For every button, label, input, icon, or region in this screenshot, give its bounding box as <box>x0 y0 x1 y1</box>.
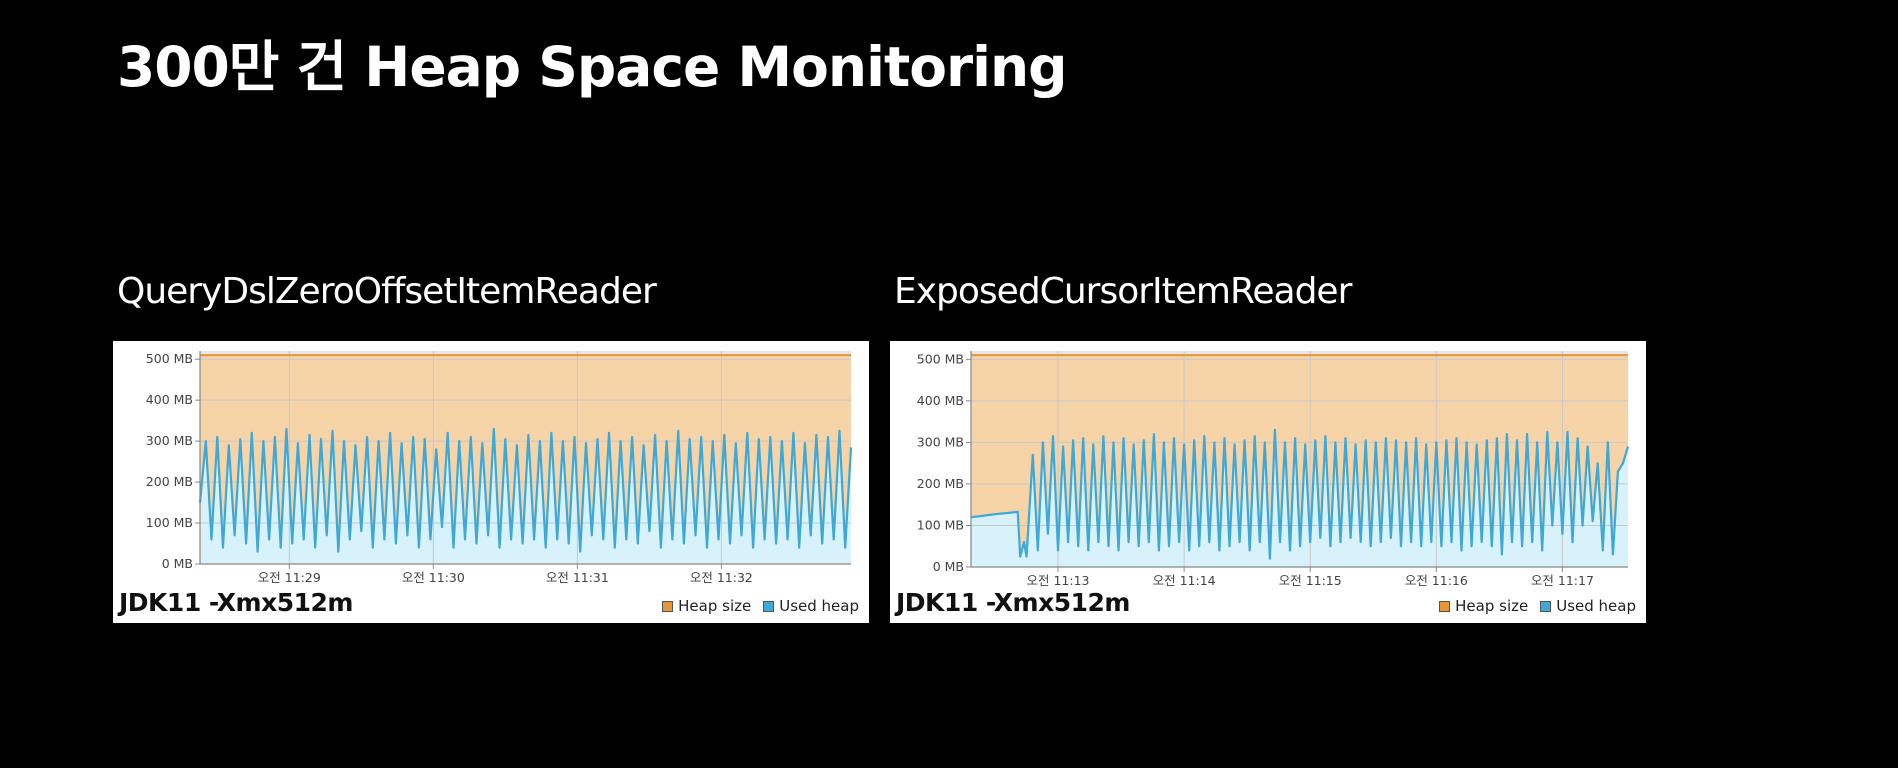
heap-chart-exposed-cursor: 0 MB 100 MB 200 MB 300 MB 400 MB 500 MB 오전 11:… <box>917 351 1630 588</box>
y-tick-label: 100 MB <box>917 517 964 532</box>
used-heap-swatch-icon <box>763 600 775 612</box>
y-tick-label: 200 MB <box>917 476 964 491</box>
heap-chart-querydsl: 0 MB 100 MB 200 MB 300 MB 400 MB 500 MB 오전 11:… <box>146 351 853 585</box>
chart-panel-exposed-cursor: 0 MB 100 MB 200 MB 300 MB 400 MB 500 MB 오전 11:… <box>890 341 1646 623</box>
legend-label-used-heap: Used heap <box>779 597 859 615</box>
chart-caption: JDK11 -Xmx512m <box>119 588 353 617</box>
y-tick-label: 400 MB <box>917 393 964 408</box>
y-tick-label: 200 MB <box>146 474 193 489</box>
used-heap-line <box>970 428 1630 560</box>
heap-size-swatch-icon <box>662 600 674 612</box>
y-tick-label: 0 MB <box>933 559 964 574</box>
y-tick-label: 500 MB <box>917 351 964 366</box>
x-tick-label: 오전 11:16 <box>1405 573 1468 588</box>
x-tick-label: 오전 11:29 <box>258 570 321 585</box>
chart-caption: JDK11 -Xmx512m <box>896 588 1130 617</box>
used-heap-line <box>198 427 853 553</box>
legend-item-heap-size: Heap size <box>662 597 751 615</box>
legend-item-heap-size: Heap size <box>1439 597 1528 615</box>
legend-label-heap-size: Heap size <box>678 597 752 615</box>
heap-size-swatch-icon <box>1439 600 1451 612</box>
chart-heading-querydsl: QueryDslZeroOffsetItemReader <box>117 271 657 312</box>
chart-legend: Heap size Used heap <box>650 597 859 615</box>
y-tick-label: 500 MB <box>146 351 193 366</box>
chart-heading-exposed-cursor: ExposedCursorItemReader <box>894 271 1352 312</box>
legend-item-used-heap: Used heap <box>763 597 859 615</box>
legend-label-heap-size: Heap size <box>1455 597 1529 615</box>
y-tick-label: 100 MB <box>146 515 193 530</box>
legend-label-used-heap: Used heap <box>1556 597 1636 615</box>
slide-title: 300만 건 Heap Space Monitoring <box>117 35 1068 99</box>
y-tick-label: 0 MB <box>162 556 193 571</box>
x-tick-label: 오전 11:13 <box>1027 573 1090 588</box>
chart-legend: Heap size Used heap <box>1427 597 1636 615</box>
y-tick-label: 300 MB <box>917 434 964 449</box>
used-heap-swatch-icon <box>1540 600 1552 612</box>
x-tick-label: 오전 11:30 <box>402 570 465 585</box>
y-tick-label: 400 MB <box>146 392 193 407</box>
chart-panel-querydsl: 0 MB 100 MB 200 MB 300 MB 400 MB 500 MB 오전 11:… <box>113 341 869 623</box>
x-tick-label: 오전 11:32 <box>690 570 753 585</box>
x-tick-label: 오전 11:31 <box>546 570 609 585</box>
x-tick-label: 오전 11:17 <box>1531 573 1594 588</box>
used-heap-area <box>971 429 1628 567</box>
y-tick-label: 300 MB <box>146 433 193 448</box>
x-tick-label: 오전 11:15 <box>1279 573 1342 588</box>
x-tick-label: 오전 11:14 <box>1153 573 1216 588</box>
legend-item-used-heap: Used heap <box>1540 597 1636 615</box>
